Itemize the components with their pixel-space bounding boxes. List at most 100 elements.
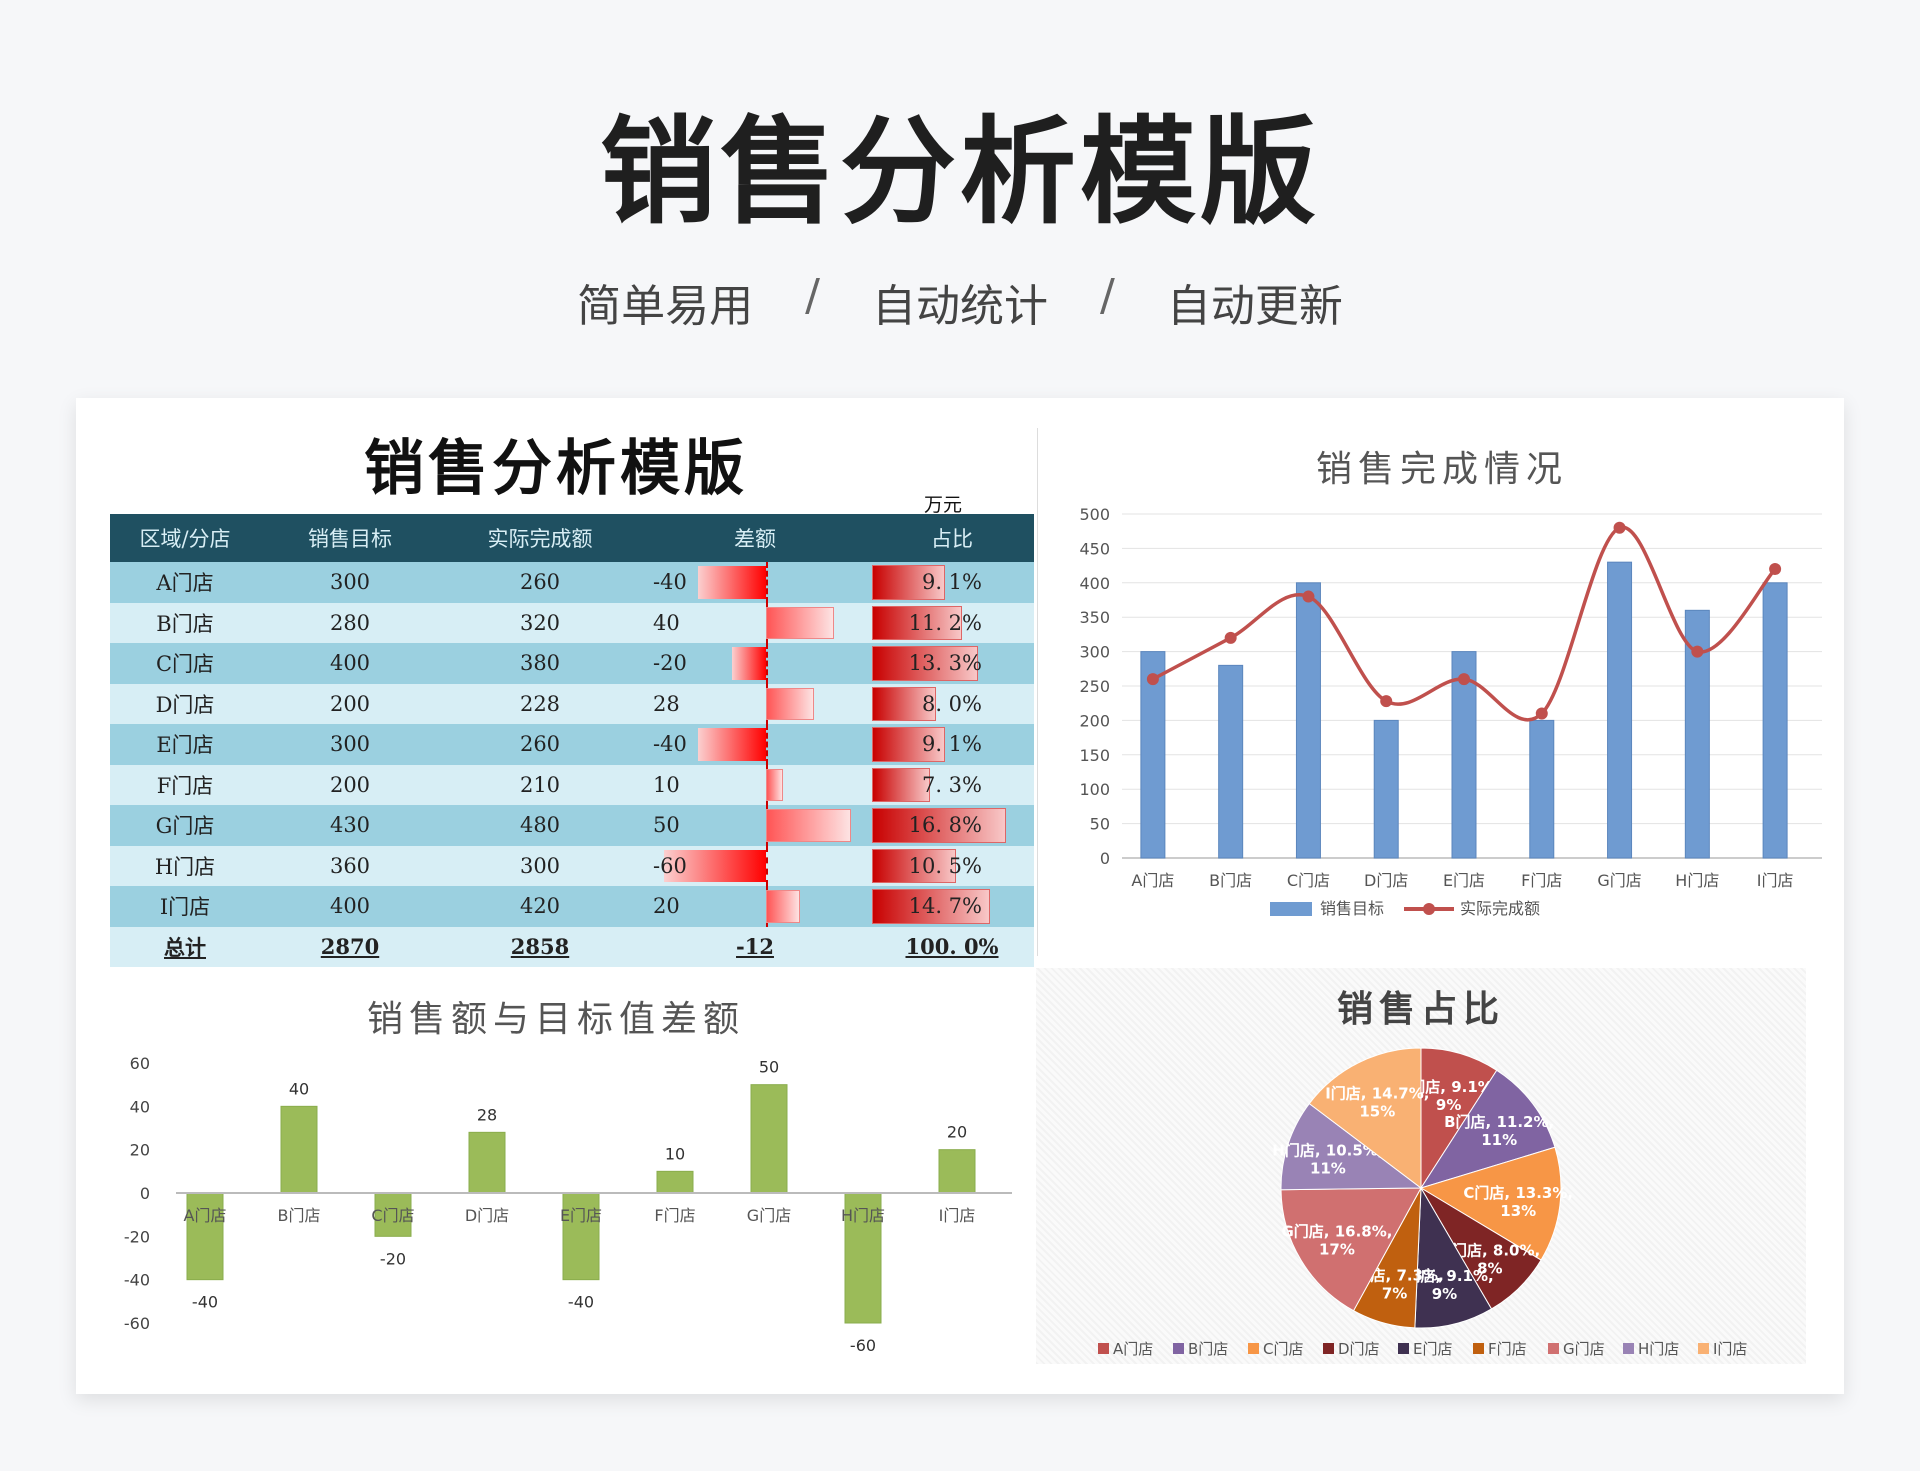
difference-bar <box>374 1192 412 1237</box>
actual-cell: 210 <box>519 772 561 797</box>
y-tick-label: -20 <box>124 1227 150 1246</box>
actual-point <box>1691 645 1704 658</box>
difference-chart: 60 40 20 0 -20 -40 -60 -40 40 -20 28 -40 10 50 -60 20 A门… <box>124 1054 1012 1355</box>
table-row: G门店 430 480 50 16. 8% <box>110 805 1034 846</box>
actual-point <box>1380 695 1393 708</box>
diff-cell: 20 <box>653 894 680 919</box>
actual-cell: 320 <box>519 610 561 635</box>
y-tick-label: 450 <box>1079 539 1110 558</box>
difference-bar <box>280 1105 318 1194</box>
diff-databar <box>766 687 814 720</box>
y-tick-label: 20 <box>130 1141 150 1160</box>
legend-label: E门店 <box>1413 1340 1452 1358</box>
y-tick-label: 0 <box>140 1184 150 1203</box>
unit-label: 万元 <box>924 494 963 516</box>
header-cell: 差额 <box>734 527 776 551</box>
diff-axis-line <box>766 845 768 886</box>
legend-swatch <box>1623 1343 1634 1354</box>
actual-point <box>1535 707 1548 720</box>
pie-slice <box>1280 1102 1423 1191</box>
header-cell: 区域/分店 <box>139 527 231 551</box>
diff-databar <box>732 647 766 680</box>
data-label: 50 <box>759 1058 779 1077</box>
share-chart-panel: 销售占比 A门店, 9.1%, 9% B门店, 11.2%, 11% C门店, 13.3… <box>1036 968 1806 1368</box>
actual-point <box>1769 563 1782 576</box>
pie-slice <box>1420 1047 1498 1190</box>
table-row: B门店 280 320 40 11. 2% <box>110 602 1034 643</box>
target-cell: 280 <box>329 610 371 635</box>
completion-chart-panel: 销售完成情况 0 50 100 150 200 250 300 350 400 450 500 A门店… <box>1042 418 1842 968</box>
pie-slice <box>1419 1146 1562 1261</box>
legend-target-label: 销售目标 <box>1320 899 1384 918</box>
x-tick-label: A门店 <box>184 1206 227 1225</box>
completion-chart-title: 销售完成情况 <box>1315 449 1568 490</box>
pie-slice <box>1280 1187 1422 1312</box>
total-share-text: 100. 0% <box>905 934 999 960</box>
data-label: 40 <box>289 1079 309 1098</box>
diff-databar <box>766 890 800 923</box>
table-row: A门店 300 260 -40 9. 1% <box>110 562 1034 603</box>
diff-cell: -20 <box>653 651 687 676</box>
diff-databar <box>698 728 766 761</box>
legend-label: A门店 <box>1113 1340 1153 1358</box>
legend-swatch <box>1098 1343 1109 1354</box>
y-tick-label: 500 <box>1079 505 1110 524</box>
difference-bar <box>844 1192 882 1324</box>
target-bar <box>1295 582 1321 859</box>
share-cell: 16. 8% <box>908 813 982 838</box>
share-databar <box>872 848 956 883</box>
target-cell: 300 <box>329 732 371 757</box>
share-databar <box>872 808 1007 843</box>
x-tick-label: C门店 <box>371 1206 414 1225</box>
target-cell: 200 <box>329 691 371 716</box>
x-tick-label: G门店 <box>1597 871 1641 890</box>
sales-table: 区域/分店 销售目标 实际完成额 差额 占比 A门店 300 260 -40 9. 1%… <box>110 514 1034 967</box>
share-databar <box>872 767 931 802</box>
total-name-text: 总计 <box>164 934 206 960</box>
total-name: 总计 <box>110 927 260 968</box>
pie-data-label: B门店, 11.2%, 11% <box>1444 1113 1554 1149</box>
actual-point <box>1146 673 1159 686</box>
data-label: 10 <box>665 1144 685 1163</box>
pie-data-label: C门店, 13.3%, 13% <box>1463 1184 1573 1220</box>
store-name-cell: F门店 <box>156 773 214 798</box>
legend-label: I门店 <box>1713 1340 1747 1358</box>
y-tick-label: 250 <box>1079 677 1110 696</box>
x-tick-label: C门店 <box>1287 871 1330 890</box>
difference-bar <box>750 1084 788 1194</box>
legend-swatch <box>1398 1343 1409 1354</box>
actual-point <box>1302 590 1315 603</box>
diff-cell: 40 <box>653 610 680 635</box>
difference-bar <box>656 1170 694 1194</box>
store-name-cell: H门店 <box>154 854 216 879</box>
actual-cell: 300 <box>519 853 561 878</box>
data-label: -40 <box>568 1293 594 1312</box>
legend-swatch <box>1698 1343 1709 1354</box>
data-label: 28 <box>477 1105 497 1124</box>
y-tick-label: 350 <box>1079 608 1110 627</box>
store-name-cell: A门店 <box>156 571 214 596</box>
y-tick-label: 50 <box>1090 815 1110 834</box>
data-label: -60 <box>850 1336 876 1355</box>
share-databar <box>872 727 945 762</box>
share-cell: 10. 5% <box>908 853 982 878</box>
completion-chart: 0 50 100 150 200 250 300 350 400 450 500 A门店 B门店 C门店 D… <box>1079 505 1822 918</box>
legend-label: C门店 <box>1263 1340 1303 1358</box>
difference-chart-panel: 销售额与目标值差额 60 40 20 0 -20 -40 -60 -40 40 -20 28 -40 1… <box>76 968 1036 1388</box>
share-cell: 9. 1% <box>921 732 982 757</box>
pie-slice <box>1308 1047 1422 1190</box>
actual-cell: 380 <box>519 651 561 676</box>
total-actual-text: 2858 <box>510 934 570 960</box>
total-row: 总计 2870 2858 -12 100. 0% <box>110 926 1034 968</box>
diff-cell: 50 <box>653 813 680 838</box>
target-cell: 300 <box>329 570 371 595</box>
pie-slice <box>1414 1186 1493 1329</box>
table-row: E门店 300 260 -40 9. 1% <box>110 724 1034 765</box>
x-tick-label: A门店 <box>1131 871 1174 890</box>
share-databar <box>872 605 962 640</box>
legend-label: G门店 <box>1563 1340 1605 1358</box>
store-name-cell: B门店 <box>156 611 214 636</box>
x-tick-label: E门店 <box>1443 871 1485 890</box>
share-databar <box>872 565 945 600</box>
target-bar <box>1451 651 1477 859</box>
